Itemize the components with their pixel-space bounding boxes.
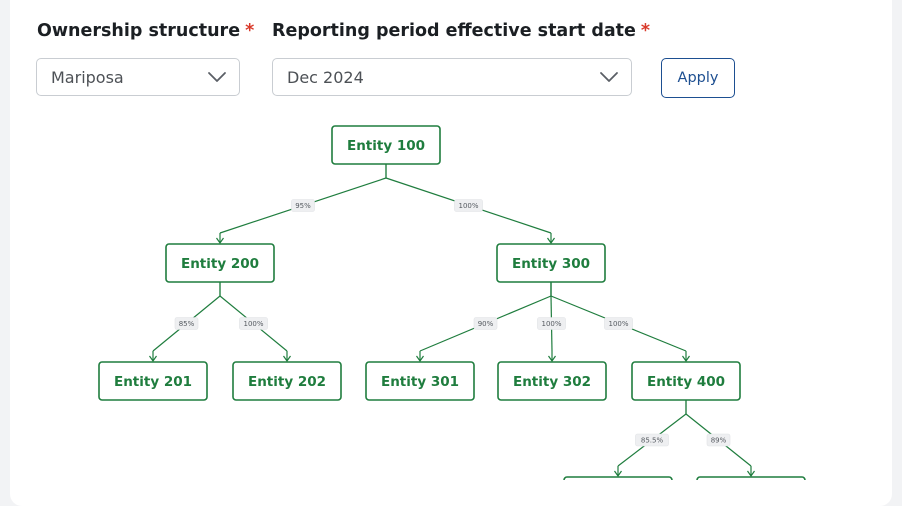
entity-node-label: Entity 400 — [647, 374, 725, 390]
ownership-pct-badge — [473, 317, 498, 330]
entity-node-label: Entity 100 — [347, 138, 425, 154]
required-marker: * — [245, 21, 255, 41]
ownership-pct-badge — [537, 317, 566, 330]
ownership-structure-label: Ownership structure * — [37, 21, 255, 41]
ownership-edge: 95% — [216, 164, 387, 245]
entity-node[interactable] — [696, 476, 806, 480]
ownership-pct-label: 100% — [243, 320, 263, 328]
ownership-tree: 95% 100% 85% 100% 90% 100% 100% 85.5% 89% Entity… — [98, 125, 806, 480]
ownership-pct-badge — [706, 433, 731, 447]
ownership-pct-badge — [239, 317, 268, 330]
ownership-pct-label: 100% — [541, 320, 561, 328]
ownership-pct-badge — [454, 199, 483, 212]
ownership-edge: 100% — [537, 282, 566, 363]
entity-node-label: Entity 302 — [513, 374, 591, 390]
chevron-down-icon — [599, 71, 619, 83]
ownership-edge: 100% — [385, 164, 555, 245]
entity-node[interactable]: Entity 400 — [631, 361, 741, 401]
ownership-pct-badge — [174, 317, 199, 330]
ownership-edge: 90% — [416, 282, 552, 363]
ownership-edge: 100% — [219, 282, 291, 363]
apply-button[interactable]: Apply — [661, 58, 735, 98]
entity-node-label: Entity 201 — [114, 374, 192, 390]
ownership-pct-label: 89% — [711, 437, 727, 445]
entity-node[interactable] — [563, 476, 673, 480]
reporting-period-value: Dec 2024 — [287, 67, 364, 87]
entity-node-label: Entity 301 — [381, 374, 459, 390]
ownership-pct-label: 95% — [295, 202, 311, 210]
ownership-pct-badge — [291, 199, 315, 212]
reporting-period-label: Reporting period effective start date * — [272, 21, 651, 41]
entity-node[interactable]: Entity 202 — [232, 361, 342, 401]
entity-node-label: Entity 200 — [181, 256, 259, 272]
entity-node[interactable]: Entity 300 — [496, 243, 606, 283]
entity-node-label: Entity 202 — [248, 374, 326, 390]
ownership-structure-select[interactable]: Mariposa — [36, 58, 240, 96]
chevron-down-icon — [207, 71, 227, 83]
entity-node[interactable]: Entity 201 — [98, 361, 208, 401]
ownership-pct-label: 100% — [608, 320, 628, 328]
ownership-pct-badge — [604, 317, 633, 330]
entity-node[interactable]: Entity 100 — [331, 125, 441, 165]
entity-node[interactable]: Entity 301 — [365, 361, 475, 401]
ownership-pct-label: 85.5% — [641, 437, 664, 445]
ownership-pct-label: 100% — [458, 202, 478, 210]
ownership-structure-value: Mariposa — [51, 67, 124, 87]
ownership-pct-badge — [635, 433, 669, 447]
entity-node[interactable]: Entity 302 — [497, 361, 607, 401]
ownership-pct-label: 85% — [179, 320, 195, 328]
required-marker: * — [640, 21, 651, 41]
entity-node-label: Entity 300 — [512, 256, 590, 272]
entity-node[interactable]: Entity 200 — [165, 243, 275, 283]
ownership-pct-label: 90% — [478, 320, 494, 328]
ownership-edge: 100% — [550, 282, 690, 363]
ownership-edge: 85% — [149, 282, 221, 363]
reporting-period-select[interactable]: Dec 2024 — [272, 58, 632, 96]
ownership-edge: 85.5% — [614, 400, 687, 478]
ownership-edge: 89% — [685, 400, 755, 478]
